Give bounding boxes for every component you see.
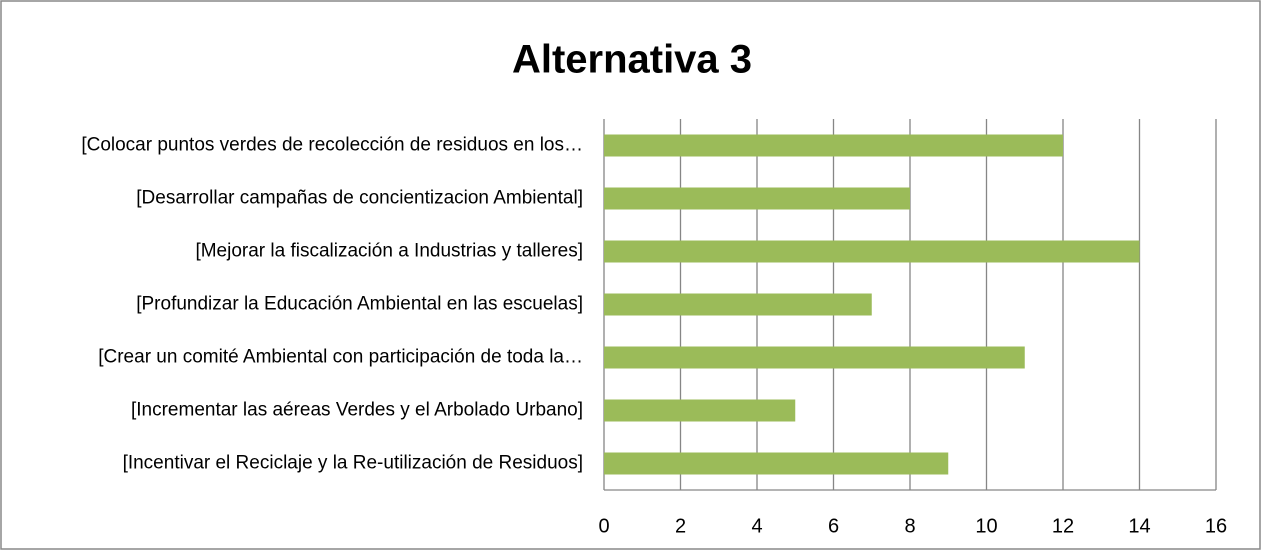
bar [604,399,796,422]
bar [604,134,1063,157]
x-tick-label: 4 [751,515,762,537]
x-tick-label: 0 [598,515,609,537]
x-tick-label: 6 [828,515,839,537]
y-tick-label: [Profundizar la Educación Ambiental en l… [136,294,583,315]
bar [604,346,1025,369]
x-tick-label: 14 [1128,515,1150,537]
y-tick-label: [Desarrollar campañas de concientizacion… [136,188,583,209]
chart-title: Alternativa 3 [512,38,752,82]
x-tick-label: 2 [675,515,686,537]
y-tick-label: [Incentivar el Reciclaje y la Re-utiliza… [123,453,583,474]
y-tick-label: [Incrementar las aéreas Verdes y el Arbo… [131,400,583,421]
x-tick-label: 16 [1205,515,1227,537]
bar [604,452,949,475]
bar [604,293,872,316]
y-tick-label: [Crear un comité Ambiental con participa… [98,347,583,368]
x-tick-label: 10 [975,515,997,537]
y-tick-label: [Colocar puntos verdes de recolección de… [81,135,583,156]
bar [604,187,910,210]
bar [604,240,1140,263]
x-tick-label: 12 [1052,515,1074,537]
y-tick-label: [Mejorar la fiscalización a Industrias y… [195,241,583,262]
x-tick-label: 8 [904,515,915,537]
